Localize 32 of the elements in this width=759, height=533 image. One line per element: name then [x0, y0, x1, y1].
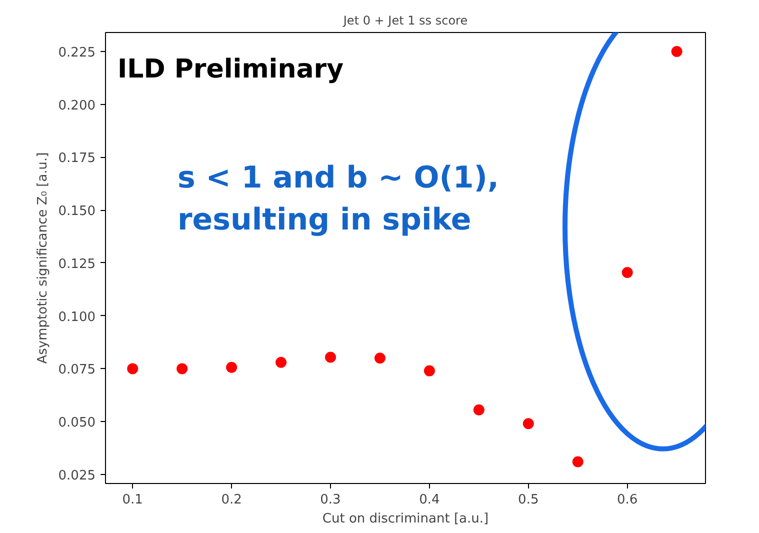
chart-title: Jet 0 + Jet 1 ss score [342, 14, 468, 28]
x-axis-title: Cut on discriminant [a.u.] [322, 512, 489, 526]
y-tick-label: 0.050 [58, 416, 96, 431]
y-axis-title: Asymptotic significance Z₀ [a.u.] [35, 152, 50, 364]
point [572, 456, 584, 468]
y-tick-label: 0.100 [58, 310, 96, 325]
annotation: ILD Preliminary [118, 54, 344, 84]
point [226, 362, 238, 373]
point [522, 418, 534, 430]
y-tick-label: 0.175 [58, 151, 96, 166]
point [424, 365, 435, 376]
x-tick-label: 0.2 [221, 492, 242, 508]
x-tick-label: 0.1 [122, 492, 143, 508]
point [622, 266, 633, 278]
y-tick-label: 0.150 [58, 204, 96, 220]
x-tick-label: 0.4 [419, 492, 440, 508]
y-tick-label: 0.075 [58, 362, 96, 378]
x-tick-label: 0.5 [518, 492, 539, 508]
x-tick-label: 0.3 [320, 492, 341, 508]
y-tick-label: 0.025 [58, 468, 96, 484]
y-tick-label: 0.125 [58, 256, 96, 272]
point [671, 46, 682, 58]
y-tick-label: 0.225 [58, 46, 96, 61]
point [127, 363, 138, 374]
point [276, 356, 287, 368]
point [374, 352, 386, 364]
y-tick-label: 0.200 [58, 98, 96, 114]
point [325, 352, 336, 363]
annotation: s < 1 and b ~ O(1), resulting in spike [178, 160, 499, 238]
point [176, 363, 188, 374]
point [473, 404, 484, 416]
x-tick-label: 0.6 [616, 492, 638, 508]
